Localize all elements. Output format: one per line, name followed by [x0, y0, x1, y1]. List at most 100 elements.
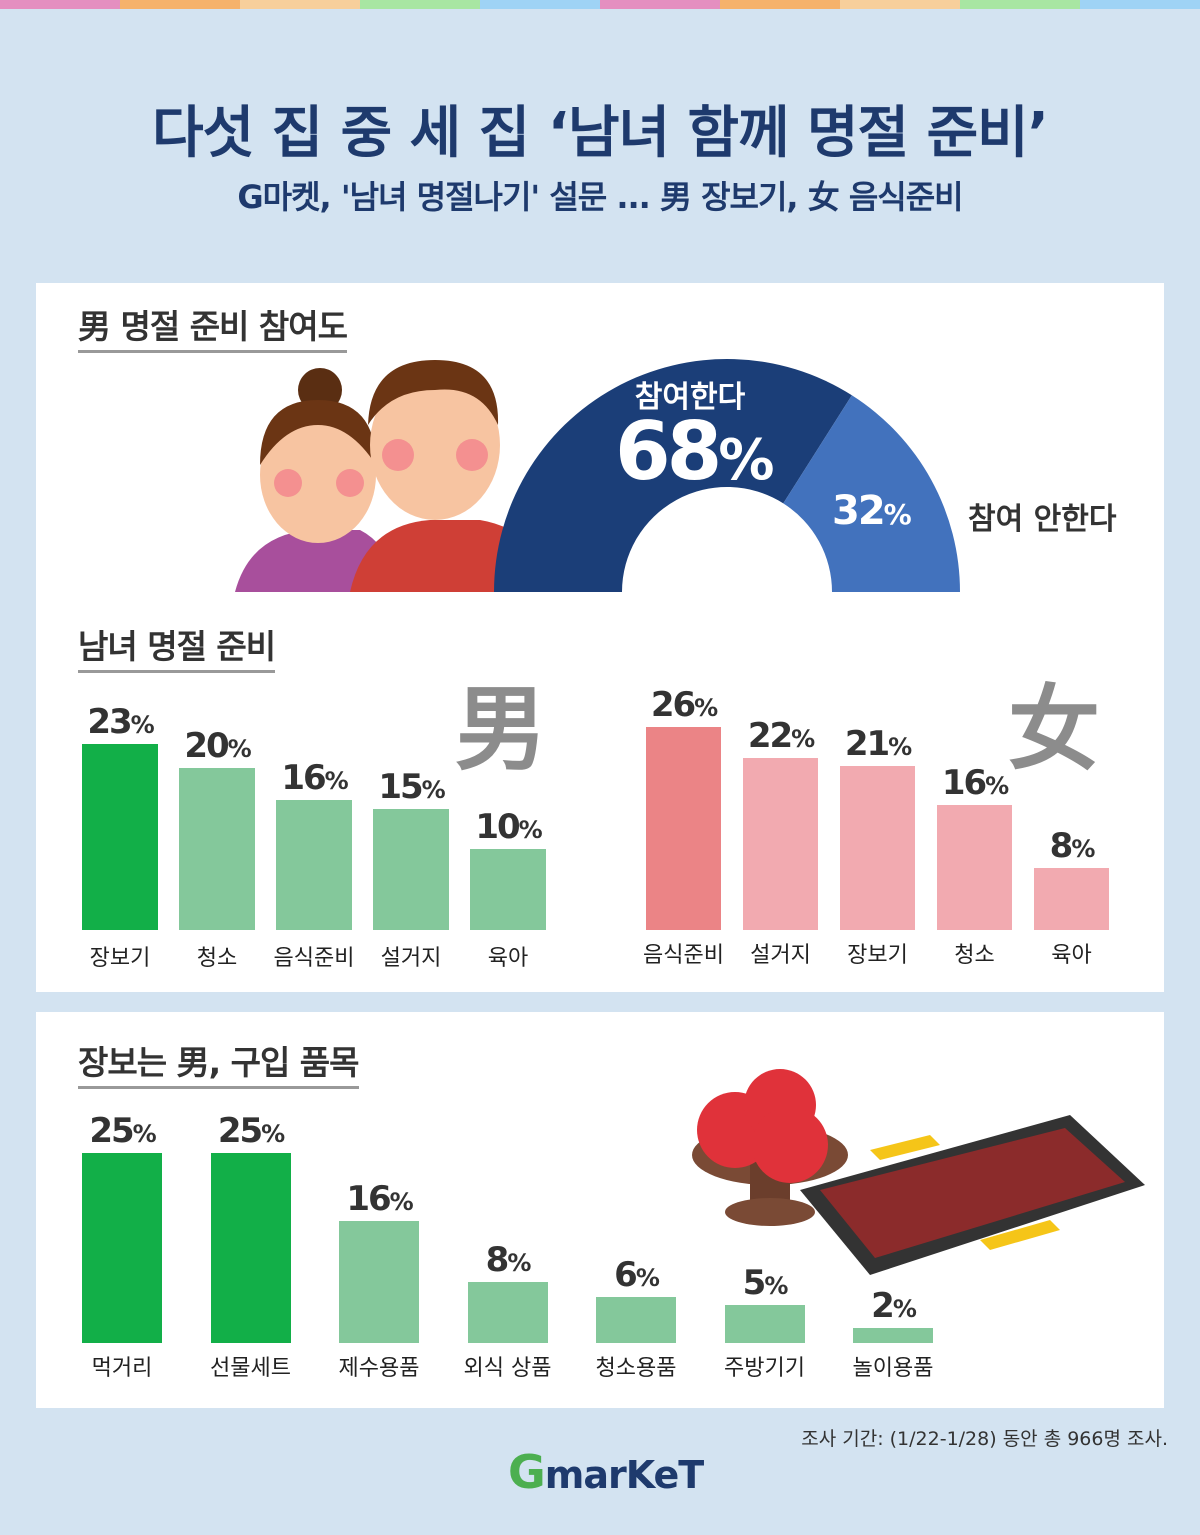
value-label: 22% [723, 716, 838, 756]
participation-heading: 男 명절 준비 참여도 [78, 300, 348, 353]
value-unit: % [791, 725, 815, 754]
participate-number: 68 [615, 405, 722, 498]
bar [596, 1297, 676, 1343]
logo-text: marKeT [544, 1453, 704, 1497]
category-label: 청소 [196, 946, 238, 971]
value-label: 20% [159, 726, 275, 766]
bar [1034, 867, 1109, 930]
value-unit: % [261, 1120, 285, 1148]
value-number: 15 [378, 766, 423, 807]
top-color-stripe [0, 0, 1200, 9]
stripe-segment [360, 0, 480, 9]
value-label: 10% [450, 807, 566, 847]
male-symbol: 男 [455, 676, 548, 783]
value-label: 15% [353, 767, 469, 807]
category-label: 음식준비 [273, 946, 355, 971]
category-label: 주방기기 [724, 1356, 805, 1381]
value-number: 8 [1049, 825, 1074, 866]
bar [467, 1282, 548, 1343]
participation-half-donut [494, 358, 960, 592]
value-label: 25% [191, 1111, 311, 1151]
logo-g: G [508, 1445, 546, 1499]
value-unit: % [507, 1249, 531, 1278]
value-unit: % [694, 694, 718, 723]
bar [840, 766, 915, 930]
female-symbol: 女 [1008, 676, 1101, 783]
value-unit: % [892, 1294, 917, 1323]
category-label: 먹거리 [91, 1356, 153, 1381]
page-subtitle: G마켓, '남녀 명절나기' 설문 ... 男 장보기, 女 음식준비 [237, 178, 963, 216]
value-number: 10 [475, 807, 520, 847]
value-number: 16 [941, 763, 987, 804]
stripe-segment [600, 0, 720, 9]
value-unit: % [130, 710, 155, 739]
category-label: 장보기 [89, 946, 151, 971]
not-participate-number: 32 [832, 488, 886, 534]
value-number: 23 [87, 701, 132, 742]
not-participate-unit: % [883, 498, 912, 531]
stripe-segment [480, 0, 600, 9]
value-label: 6% [576, 1255, 696, 1295]
category-label: 청소 [954, 943, 995, 968]
value-number: 26 [650, 685, 696, 726]
purchase-heading: 장보는 男, 구입 품목 [78, 1036, 360, 1089]
stripe-segment [0, 0, 120, 9]
value-label: 2% [833, 1286, 953, 1326]
survey-note: 조사 기간: (1/22-1/28) 동안 총 966명 조사. [801, 1428, 1168, 1450]
bar [210, 1153, 291, 1343]
category-label: 제수용품 [338, 1356, 420, 1381]
value-label: 21% [820, 724, 935, 764]
couple-illustration [235, 360, 550, 592]
category-label: 육아 [1051, 943, 1092, 968]
page-title: 다섯 집 중 세 집 ‘남녀 함께 명절 준비’ [152, 101, 1049, 166]
value-unit: % [888, 733, 912, 762]
donut-slice-0 [494, 358, 852, 592]
value-label: 5% [705, 1263, 825, 1303]
value-number: 16 [346, 1179, 391, 1220]
category-label: 설거지 [380, 946, 442, 971]
bar [179, 768, 255, 930]
value-number: 25 [89, 1111, 134, 1151]
category-label: 장보기 [847, 943, 908, 968]
value-label: 16% [319, 1179, 439, 1219]
bar [743, 758, 818, 930]
value-number: 25 [217, 1111, 263, 1151]
bar [724, 1305, 805, 1343]
value-unit: % [764, 1272, 788, 1300]
participate-unit: % [718, 428, 774, 493]
stripe-segment [720, 0, 840, 9]
value-unit: % [389, 1188, 414, 1217]
value-label: 8% [1014, 826, 1129, 866]
bar [82, 1153, 162, 1343]
value-unit: % [227, 735, 252, 763]
value-label: 25% [62, 1111, 182, 1151]
bar [470, 849, 546, 930]
not-participate-value: 32% [832, 488, 912, 534]
value-unit: % [985, 772, 1009, 801]
stripe-segment [840, 0, 960, 9]
value-number: 22 [747, 716, 793, 757]
food-illustration [692, 1069, 1145, 1275]
value-label: 26% [626, 685, 741, 725]
value-number: 2 [871, 1285, 895, 1326]
category-label: 설거지 [750, 943, 811, 968]
value-unit: % [518, 816, 543, 844]
stripe-segment [240, 0, 360, 9]
value-label: 16% [256, 758, 372, 798]
value-label: 8% [448, 1240, 568, 1280]
bar [276, 800, 352, 930]
category-label: 청소용품 [595, 1356, 677, 1381]
participate-label: 참여한다 [634, 380, 746, 415]
bar [646, 727, 721, 930]
value-number: 16 [281, 758, 326, 799]
gmarket-logo[interactable]: GmarKeT [508, 1445, 704, 1499]
not-participate-label: 참여 안한다 [968, 502, 1117, 537]
category-label: 선물세트 [210, 1356, 291, 1381]
value-number: 6 [614, 1255, 638, 1296]
value-label: 16% [917, 763, 1032, 803]
value-number: 8 [485, 1240, 510, 1281]
chores-heading: 남녀 명절 준비 [78, 620, 276, 673]
stripe-segment [120, 0, 240, 9]
category-label: 육아 [487, 946, 529, 971]
value-unit: % [324, 767, 349, 796]
